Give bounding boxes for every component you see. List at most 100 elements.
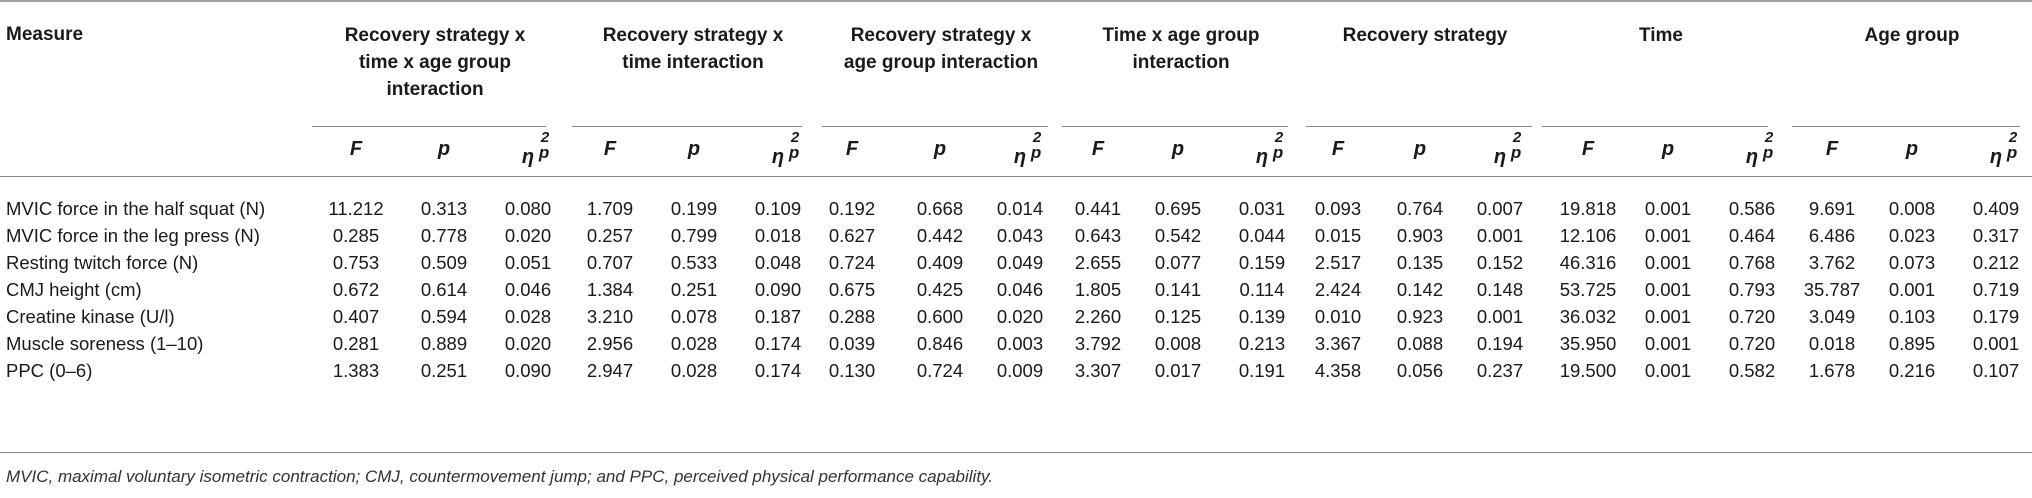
group-header-line: Time [1638,25,1683,46]
table-cell: 0.889 [420,333,468,354]
table-cell: 0.672 [332,279,380,300]
table-cell: 1.805 [1074,279,1122,300]
group-header-2: Recovery strategy x time interaction [572,22,814,76]
row-label: Muscle soreness (1–10) [6,333,204,354]
measure-column-header: Measure [6,24,84,45]
table-cell: 1.709 [586,198,634,219]
subheader-p: p [1661,138,1675,160]
table-cell: 19.500 [1559,360,1617,381]
table-cell: 0.007 [1476,198,1524,219]
table-cell: 0.768 [1728,252,1776,273]
table-cell: 3.762 [1808,252,1856,273]
eta-symbol: η [1745,146,1759,168]
table-cell: 0.080 [504,198,552,219]
table-footnote: MVIC, maximal voluntary isometric contra… [6,467,994,486]
table-cell: 1.383 [332,360,380,381]
table-cell: 0.212 [1972,252,2020,273]
table-cell: 0.707 [586,252,634,273]
table-cell: 0.317 [1972,225,2020,246]
table-cell: 0.724 [828,252,876,273]
eta-symbol: η [1493,146,1507,168]
table-cell: 2.517 [1314,252,1362,273]
table-cell: 19.818 [1559,198,1617,219]
table-cell: 0.793 [1728,279,1776,300]
table-cell: 0.090 [504,360,552,381]
row-label: PPC (0–6) [6,360,93,381]
table-cell: 3.049 [1808,306,1856,327]
table-cell: 0.001 [1972,333,2020,354]
eta-symbol: η [521,146,535,168]
table-cell: 0.001 [1644,198,1692,219]
table-cell: 3.210 [586,306,634,327]
table-cell: 0.135 [1396,252,1444,273]
table-cell: 9.691 [1808,198,1856,219]
table-cell: 0.001 [1476,306,1524,327]
table-cell: 36.032 [1559,306,1617,327]
eta-superscript: 2 [1032,129,1042,146]
table-cell: 0.627 [828,225,876,246]
table-cell: 0.018 [1808,333,1856,354]
table-cell: 3.307 [1074,360,1122,381]
table-cell: 0.130 [828,360,876,381]
table-cell: 0.191 [1238,360,1286,381]
table-cell: 0.288 [828,306,876,327]
table-cell: 0.281 [332,333,380,354]
subheader-f: F [603,138,617,160]
table-cell: 0.142 [1396,279,1444,300]
table-cell: 0.141 [1154,279,1202,300]
table-cell: 0.028 [670,333,718,354]
group-header-line: Age group [1864,25,1960,46]
table-cell: 0.251 [670,279,718,300]
table-cell: 0.001 [1644,252,1692,273]
group-underline-6 [1542,126,1768,127]
eta-superscript: 2 [2008,129,2018,146]
table-cell: 3.367 [1314,333,1362,354]
group-header-line: time interaction [622,52,764,73]
table-cell: 0.103 [1888,306,1936,327]
table-cell: 0.003 [996,333,1044,354]
table-cell: 0.695 [1154,198,1202,219]
table-cell: 0.903 [1396,225,1444,246]
table-cell: 0.001 [1644,306,1692,327]
table-cell: 53.725 [1559,279,1617,300]
group-header-line: interaction [1132,52,1230,73]
group-header-7: Age group [1792,22,2032,49]
table-cell: 0.043 [996,225,1044,246]
table-cell: 2.956 [586,333,634,354]
eta-symbol: η [771,146,785,168]
eta-subscript: p [2006,143,2018,162]
table-cell: 0.614 [420,279,468,300]
group-header-line: time x age group [358,52,512,73]
table-cell: 1.678 [1808,360,1856,381]
table-cell: 0.179 [1972,306,2020,327]
row-label: CMJ height (cm) [6,279,142,300]
group-header-3: Recovery strategy x age group interaction [822,22,1060,76]
table-cell: 0.533 [670,252,718,273]
group-header-line: Recovery strategy [1342,25,1508,46]
group-header-5: Recovery strategy [1306,22,1544,49]
table-row: MVIC force in the half squat (N) 11.212 0.… [0,195,2032,222]
table-cell: 2.424 [1314,279,1362,300]
group-header-line: interaction [386,79,484,100]
group-underline-3 [822,126,1048,127]
group-header-6: Time [1542,22,1780,49]
table-cell: 0.152 [1476,252,1524,273]
table-cell: 0.001 [1888,279,1936,300]
table-cell: 0.199 [670,198,718,219]
table-cell: 0.073 [1888,252,1936,273]
eta-symbol: η [1989,146,2003,168]
table-cell: 0.014 [996,198,1044,219]
eta-subscript: p [1762,143,1774,162]
table-row: PPC (0–6) 1.383 0.251 0.090 2.947 0.028 0.174 0… [0,357,2032,384]
group-header-1: Recovery strategy x time x age group inter… [312,22,558,103]
table-cell: 0.407 [332,306,380,327]
table-top-rule [0,0,2032,2]
table-cell: 0.174 [754,333,802,354]
group-underline-7 [1792,126,2020,127]
table-cell: 0.046 [996,279,1044,300]
table-cell: 0.001 [1644,225,1692,246]
table-cell: 0.010 [1314,306,1362,327]
table-cell: 0.028 [670,360,718,381]
table-cell: 0.600 [916,306,964,327]
